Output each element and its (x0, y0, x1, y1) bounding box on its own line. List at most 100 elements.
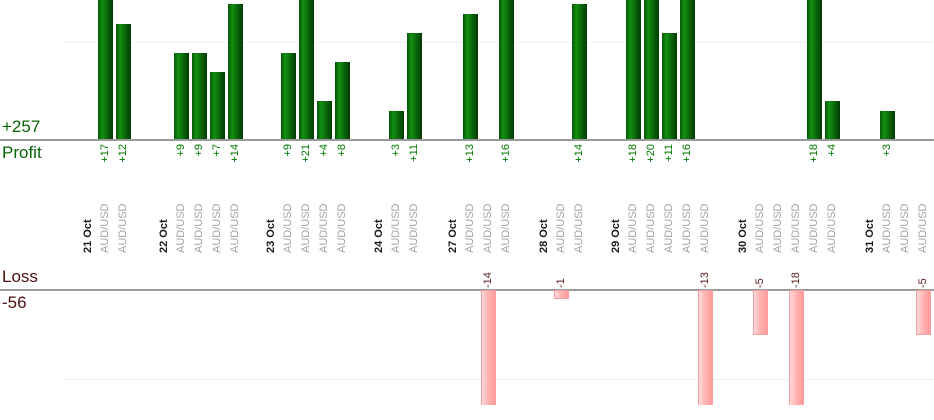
profit-bar (498, 0, 514, 140)
trade-profit-value-label: +4 (318, 144, 330, 157)
profit-bar (280, 53, 296, 140)
instrument-label: AUD/USD (336, 203, 348, 253)
instrument-label: AUD/USD (99, 203, 111, 253)
instrument-label: AUD/USD (175, 203, 187, 253)
profit-bar (209, 72, 225, 140)
trade-profit-value-label: +18 (627, 144, 639, 163)
profit-bar (643, 0, 659, 140)
trade-profit-value-label: +9 (175, 144, 187, 157)
loss-total: -56 (2, 293, 27, 312)
date-label: 24 Oct (373, 219, 385, 253)
loss-axis-line (0, 289, 934, 291)
instrument-label: AUD/USD (390, 203, 402, 253)
profit-bar (806, 0, 822, 140)
instrument-label: AUD/USD (229, 203, 241, 253)
profit-bar (661, 33, 677, 140)
date-label: 27 Oct (447, 219, 459, 253)
trade-profit-value-label: +16 (681, 144, 693, 163)
instrument-label: AUD/USD (318, 203, 330, 253)
profit-bar (97, 0, 113, 140)
profit-section-label: Profit (2, 143, 42, 162)
profit-axis-line (0, 139, 934, 141)
trade-profit-value-label: +8 (336, 144, 348, 157)
profit-bar (115, 24, 131, 140)
trade-loss-value-label: -14 (482, 272, 494, 288)
trade-loss-value-label: -1 (555, 278, 567, 288)
instrument-label: AUD/USD (627, 203, 639, 253)
instrument-label: AUD/USD (645, 203, 657, 253)
instrument-label: AUD/USD (681, 203, 693, 253)
profit-bar (462, 14, 478, 140)
instrument-label: AUD/USD (573, 203, 585, 253)
loss-section-label: Loss (2, 267, 38, 286)
date-label: 30 Oct (737, 219, 749, 253)
date-label: 22 Oct (158, 219, 170, 253)
trade-profit-value-label: +3 (881, 144, 893, 157)
loss-bar (553, 290, 569, 299)
profit-bar (388, 111, 404, 140)
trade-loss-value-label: -5 (917, 278, 929, 288)
loss-bar (697, 290, 713, 405)
trade-profit-value-label: +11 (408, 144, 420, 162)
instrument-label: AUD/USD (408, 203, 420, 253)
instrument-label: AUD/USD (482, 203, 494, 253)
profit-bar (173, 53, 189, 140)
profit-bar (191, 53, 207, 140)
trade-profit-value-label: +18 (808, 144, 820, 163)
date-label: 29 Oct (610, 219, 622, 253)
loss-bar (752, 290, 768, 335)
trade-profit-value-label: +9 (282, 144, 294, 157)
profit-bar (316, 101, 332, 140)
instrument-label: AUD/USD (899, 203, 911, 253)
loss-gridline (63, 379, 934, 380)
loss-bar (480, 290, 496, 405)
date-label: 21 Oct (82, 219, 94, 253)
trade-profit-value-label: +12 (117, 144, 129, 163)
instrument-label: AUD/USD (117, 203, 129, 253)
instrument-label: AUD/USD (790, 203, 802, 253)
trade-loss-value-label: -13 (699, 272, 711, 288)
trade-profit-value-label: +17 (99, 144, 111, 163)
trade-profit-value-label: +21 (300, 144, 312, 163)
profit-bar (298, 0, 314, 140)
date-label: 23 Oct (265, 219, 277, 253)
loss-bar (915, 290, 931, 335)
trade-profit-value-label: +4 (826, 144, 838, 157)
instrument-label: AUD/USD (663, 203, 675, 253)
profit-bar (227, 4, 243, 140)
profit-bar (679, 0, 695, 140)
loss-chart-area (0, 290, 934, 405)
trade-profit-value-label: +3 (390, 144, 402, 157)
trade-loss-value-label: -5 (754, 278, 766, 288)
instrument-label: AUD/USD (500, 203, 512, 253)
trade-profit-value-label: +7 (211, 144, 223, 157)
profit-bar (571, 4, 587, 140)
profit-bar (625, 0, 641, 140)
instrument-label: AUD/USD (193, 203, 205, 253)
date-label: 28 Oct (538, 219, 550, 253)
profit-total: +257 (2, 117, 41, 136)
instrument-label: AUD/USD (772, 203, 784, 253)
trade-profit-value-label: +14 (573, 144, 585, 163)
trade-profit-value-label: +16 (500, 144, 512, 163)
instrument-label: AUD/USD (826, 203, 838, 253)
trade-profit-value-label: +11 (663, 144, 675, 162)
trade-loss-value-label: -18 (790, 272, 802, 288)
profit-bar (406, 33, 422, 140)
loss-bar (788, 290, 804, 405)
date-label: 31 Oct (864, 219, 876, 253)
profit-chart-area (0, 0, 934, 140)
trade-profit-value-label: +20 (645, 144, 657, 163)
trade-profit-value-label: +13 (464, 144, 476, 163)
profit-bar (334, 62, 350, 140)
instrument-label: AUD/USD (917, 203, 929, 253)
instrument-label: AUD/USD (464, 203, 476, 253)
instrument-label: AUD/USD (808, 203, 820, 253)
trade-profit-value-label: +14 (229, 144, 241, 163)
profit-bar (879, 111, 895, 140)
instrument-label: AUD/USD (211, 203, 223, 253)
instrument-label: AUD/USD (754, 203, 766, 253)
instrument-label: AUD/USD (300, 203, 312, 253)
profit-bar (824, 101, 840, 140)
